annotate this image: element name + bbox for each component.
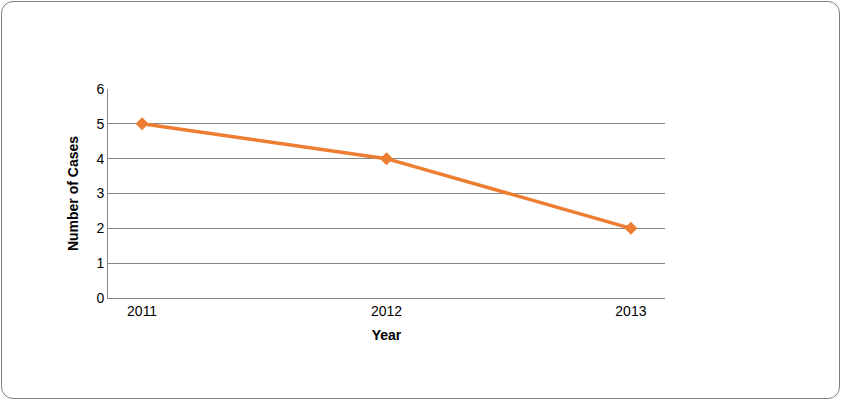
svg-text:2011: 2011 [127,303,157,319]
svg-text:2013: 2013 [615,303,646,319]
svg-text:3: 3 [96,185,104,201]
svg-text:Year: Year [372,327,402,343]
svg-text:0: 0 [96,290,104,306]
svg-text:2: 2 [96,220,104,236]
svg-text:1: 1 [96,255,104,271]
svg-text:Number of Cases: Number of Cases [65,136,81,251]
svg-text:4: 4 [96,151,104,167]
svg-text:5: 5 [96,116,104,132]
svg-text:2012: 2012 [371,303,402,319]
svg-text:6: 6 [96,81,104,97]
